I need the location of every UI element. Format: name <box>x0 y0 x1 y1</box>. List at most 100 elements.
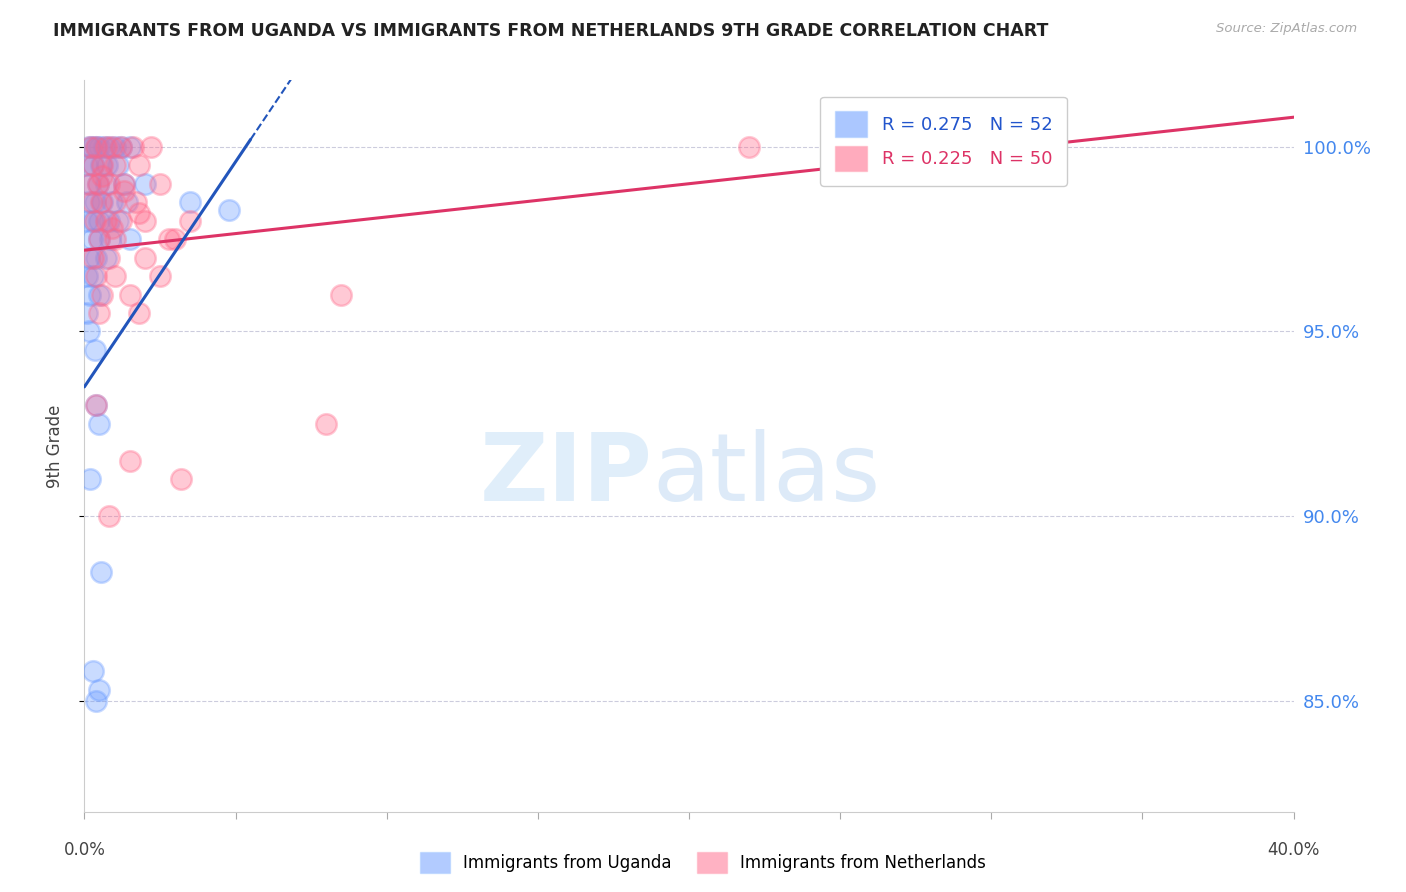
Point <box>157 232 180 246</box>
Point <box>89 140 111 154</box>
Point <box>76 158 98 172</box>
Point <box>90 195 112 210</box>
Point <box>97 251 120 265</box>
Point <box>89 287 111 301</box>
Point <box>179 195 201 210</box>
Point <box>79 140 101 154</box>
Point <box>77 195 100 210</box>
Point <box>107 158 129 172</box>
Point <box>104 232 127 246</box>
Point <box>84 343 107 357</box>
Point <box>134 213 156 227</box>
Point <box>94 177 117 191</box>
Point <box>86 251 108 265</box>
Point <box>110 213 132 227</box>
Point <box>86 268 108 283</box>
Point <box>90 158 112 172</box>
Point <box>104 268 127 283</box>
Point <box>84 195 107 210</box>
Point <box>89 682 111 697</box>
Y-axis label: 9th Grade: 9th Grade <box>45 404 63 488</box>
Point <box>128 158 150 172</box>
Point <box>80 195 103 210</box>
Point <box>118 232 141 246</box>
Point <box>100 140 122 154</box>
Point <box>79 287 101 301</box>
Point <box>170 472 193 486</box>
Legend: R = 0.275   N = 52, R = 0.225   N = 50: R = 0.275 N = 52, R = 0.225 N = 50 <box>820 96 1067 186</box>
Point <box>330 287 353 301</box>
Point <box>89 417 111 431</box>
Point <box>87 177 110 191</box>
Point <box>134 177 156 191</box>
Text: Source: ZipAtlas.com: Source: ZipAtlas.com <box>1216 22 1357 36</box>
Point <box>82 158 104 172</box>
Point <box>165 232 187 246</box>
Point <box>179 213 201 227</box>
Point <box>80 232 103 246</box>
Point <box>82 213 104 227</box>
Point <box>112 177 135 191</box>
Point <box>97 140 120 154</box>
Point <box>91 158 114 172</box>
Point <box>125 195 148 210</box>
Text: atlas: atlas <box>652 429 882 521</box>
Point <box>104 140 127 154</box>
Point <box>112 184 135 198</box>
Point <box>86 398 108 412</box>
Point <box>77 177 100 191</box>
Point <box>90 565 112 579</box>
Point <box>110 140 132 154</box>
Point <box>134 251 156 265</box>
Point <box>115 195 138 210</box>
Point <box>86 140 108 154</box>
Point <box>91 169 114 184</box>
Point <box>82 251 104 265</box>
Text: IMMIGRANTS FROM UGANDA VS IMMIGRANTS FROM NETHERLANDS 9TH GRADE CORRELATION CHAR: IMMIGRANTS FROM UGANDA VS IMMIGRANTS FRO… <box>53 22 1049 40</box>
Point <box>104 158 127 172</box>
Point <box>121 140 143 154</box>
Point <box>87 177 110 191</box>
Point <box>149 177 172 191</box>
Text: 40.0%: 40.0% <box>1267 841 1320 859</box>
Point <box>89 232 111 246</box>
Point <box>97 213 120 227</box>
Legend: Immigrants from Uganda, Immigrants from Netherlands: Immigrants from Uganda, Immigrants from … <box>413 846 993 880</box>
Point <box>84 213 107 227</box>
Point <box>128 306 150 320</box>
Point <box>86 694 108 708</box>
Point <box>100 195 122 210</box>
Point <box>89 213 111 227</box>
Point <box>218 202 240 217</box>
Point <box>86 398 108 412</box>
Point <box>94 213 117 227</box>
Point <box>89 306 111 320</box>
Point <box>76 213 98 227</box>
Text: ZIP: ZIP <box>479 429 652 521</box>
Point <box>93 140 115 154</box>
Text: 0.0%: 0.0% <box>63 841 105 859</box>
Point <box>139 140 162 154</box>
Point <box>77 251 100 265</box>
Point <box>97 509 120 524</box>
Point <box>91 195 114 210</box>
Point <box>77 140 100 154</box>
Point <box>82 665 104 679</box>
Point <box>98 232 121 246</box>
Point <box>738 140 761 154</box>
Point <box>315 417 337 431</box>
Point <box>82 158 104 172</box>
Point <box>118 454 141 468</box>
Point <box>128 206 150 220</box>
Point <box>96 158 118 172</box>
Point <box>80 140 103 154</box>
Point <box>149 268 172 283</box>
Point <box>104 195 127 210</box>
Point <box>77 325 100 339</box>
Point <box>110 140 132 154</box>
Point <box>118 140 141 154</box>
Point <box>89 232 111 246</box>
Point <box>82 268 104 283</box>
Point <box>97 177 120 191</box>
Point <box>76 268 98 283</box>
